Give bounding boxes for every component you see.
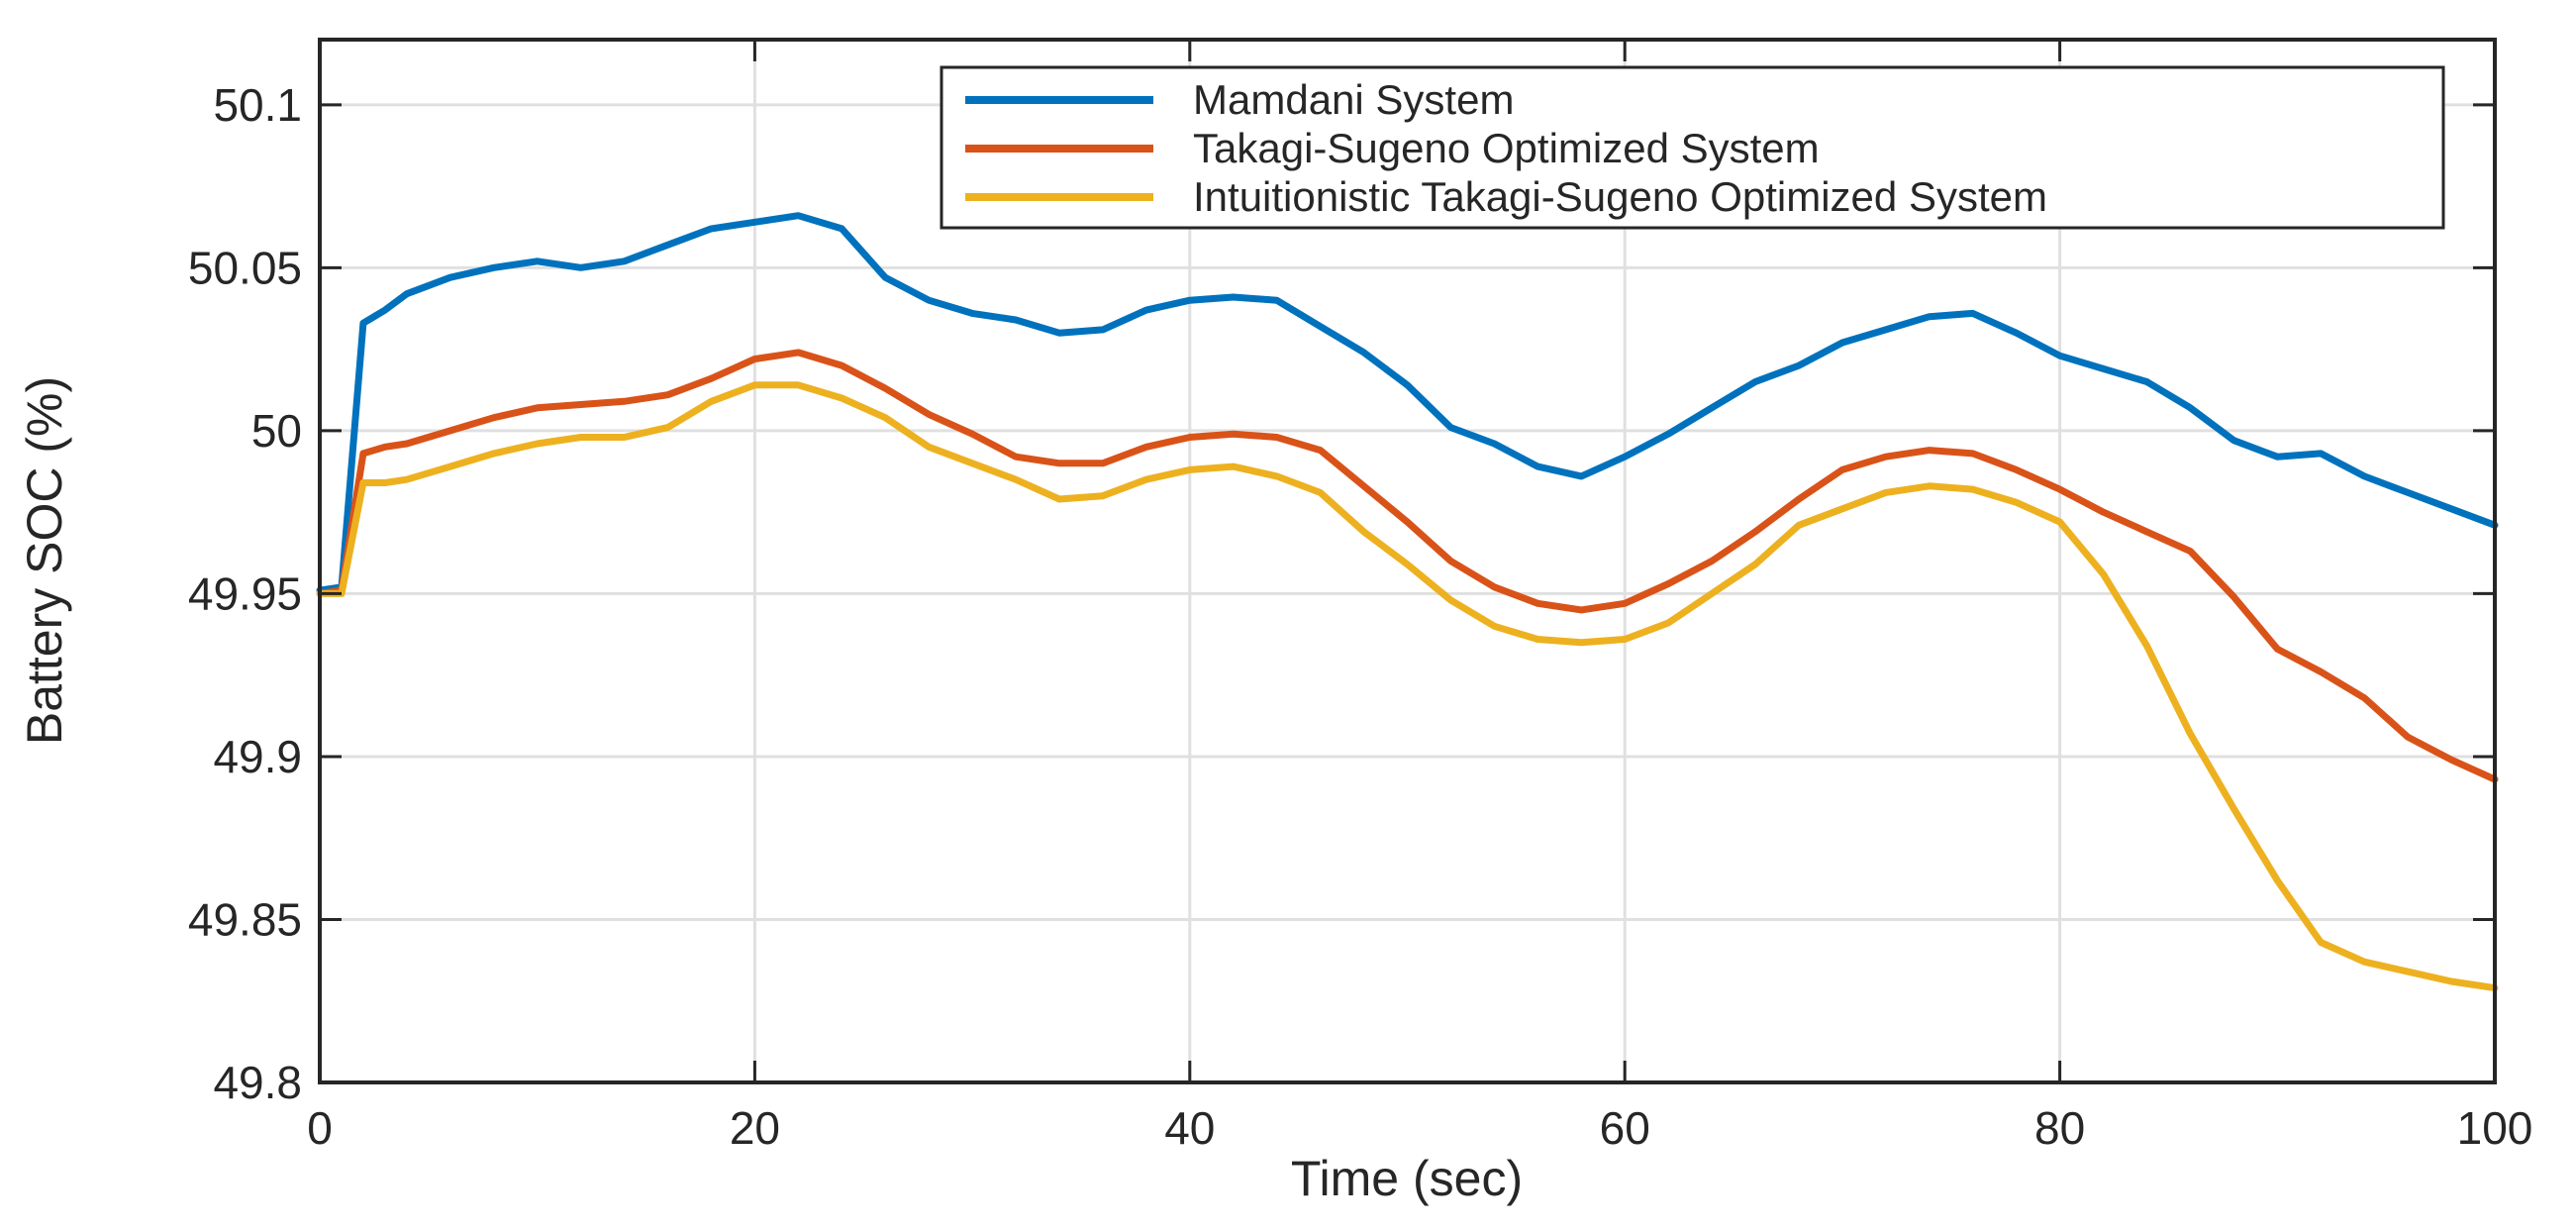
x-tick-label: 20 bbox=[730, 1102, 780, 1154]
x-tick-label: 60 bbox=[1600, 1102, 1650, 1154]
x-tick-label: 40 bbox=[1164, 1102, 1215, 1154]
plot-frame bbox=[318, 38, 2497, 1084]
legend-item-label: Takagi-Sugeno Optimized System bbox=[1193, 125, 1820, 171]
legend-item-label: Mamdani System bbox=[1193, 76, 1514, 123]
y-tick-label: 50 bbox=[251, 405, 302, 457]
x-axis-label: Time (sec) bbox=[1291, 1151, 1523, 1206]
legend-item: Intuitionistic Takagi-Sugeno Optimized S… bbox=[965, 173, 2047, 220]
series-line-mamdani-system bbox=[316, 212, 2499, 594]
y-tick-label: 49.85 bbox=[188, 893, 302, 945]
y-tick-label: 49.9 bbox=[213, 731, 302, 782]
series-layer bbox=[316, 212, 2499, 992]
legend-box bbox=[940, 65, 2445, 230]
x-tick-label: 80 bbox=[2034, 1102, 2085, 1154]
legend-item-label: Intuitionistic Takagi-Sugeno Optimized S… bbox=[1193, 173, 2047, 220]
x-tick-label: 100 bbox=[2457, 1102, 2533, 1154]
x-tick-label: 0 bbox=[307, 1102, 333, 1154]
series-line-takagi-sugeno-optimized-system bbox=[316, 349, 2499, 783]
series-line-intuitionistic-takagi-sugeno-optimized-system bbox=[316, 381, 2499, 992]
y-axis-label: Battery SOC (%) bbox=[17, 376, 72, 745]
y-tick-label: 49.8 bbox=[213, 1057, 302, 1108]
y-tick-label: 50.1 bbox=[213, 79, 302, 131]
legend-item: Takagi-Sugeno Optimized System bbox=[965, 125, 1820, 171]
legend-item: Mamdani System bbox=[965, 76, 1514, 123]
tick-label-layer: 0 20 40 60 80 100 49.8 49.85 49.9 49.95 50 50.05 50.… bbox=[188, 79, 2533, 1154]
y-tick-label: 50.05 bbox=[188, 242, 302, 293]
axes-frame bbox=[318, 38, 2497, 1084]
y-tick-label: 49.95 bbox=[188, 567, 302, 619]
